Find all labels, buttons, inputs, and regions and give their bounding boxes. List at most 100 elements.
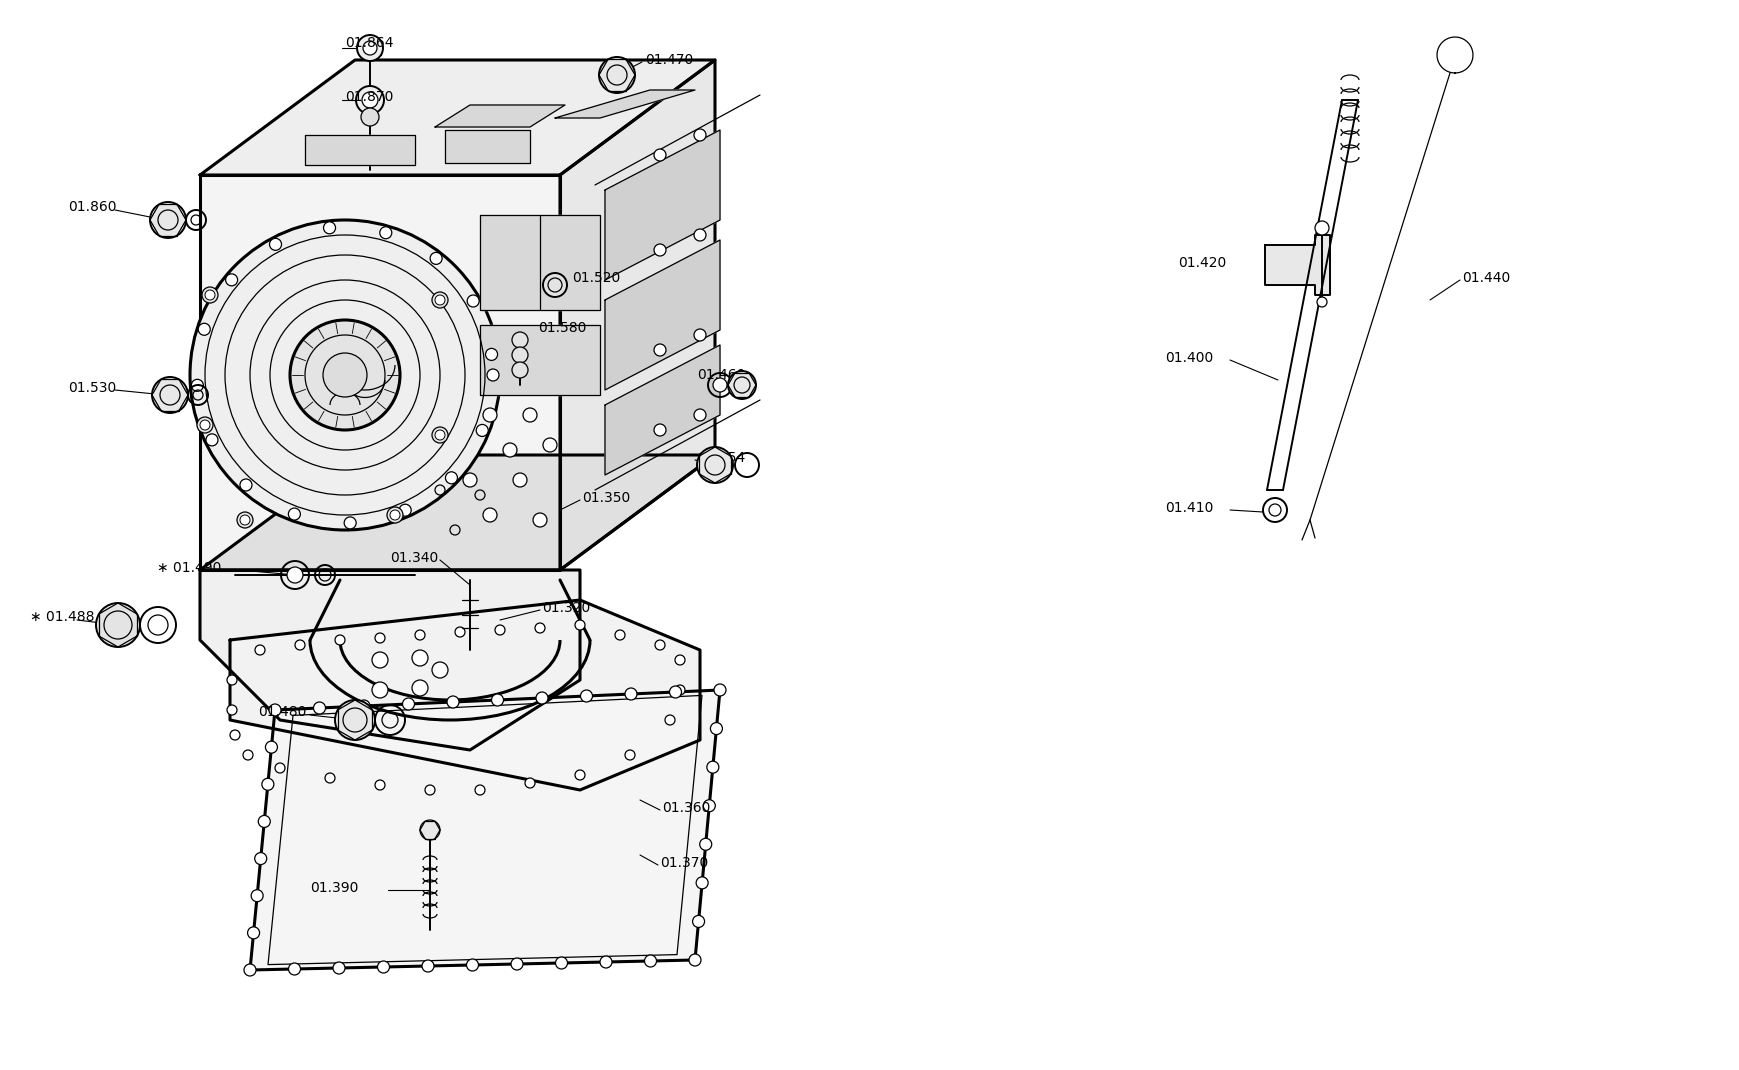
Circle shape (692, 916, 704, 928)
Polygon shape (480, 325, 600, 395)
Text: 01.420: 01.420 (1177, 256, 1226, 270)
Circle shape (419, 820, 440, 840)
Circle shape (386, 507, 403, 523)
Circle shape (296, 640, 304, 649)
Text: 01.470: 01.470 (645, 54, 692, 67)
Circle shape (614, 630, 624, 640)
Circle shape (532, 513, 546, 528)
Circle shape (689, 954, 701, 966)
Circle shape (205, 433, 217, 446)
Polygon shape (1264, 235, 1329, 295)
Circle shape (270, 704, 280, 716)
Circle shape (511, 958, 523, 970)
Circle shape (358, 700, 370, 712)
Circle shape (247, 927, 259, 938)
Circle shape (398, 504, 410, 516)
Text: 01.340: 01.340 (390, 551, 438, 565)
Circle shape (266, 742, 277, 753)
Polygon shape (605, 129, 720, 280)
Circle shape (466, 295, 478, 307)
Circle shape (376, 780, 384, 790)
Circle shape (377, 961, 390, 973)
Circle shape (706, 761, 718, 774)
Circle shape (447, 696, 459, 708)
Polygon shape (445, 129, 530, 163)
Circle shape (435, 295, 445, 305)
Circle shape (202, 287, 217, 303)
Polygon shape (230, 600, 699, 790)
Circle shape (313, 702, 325, 714)
Circle shape (237, 513, 252, 528)
Circle shape (511, 362, 527, 378)
Circle shape (485, 349, 497, 361)
Circle shape (226, 274, 238, 286)
Circle shape (654, 244, 666, 256)
Circle shape (664, 715, 675, 725)
Circle shape (475, 785, 485, 795)
Circle shape (362, 92, 377, 108)
Circle shape (703, 799, 715, 812)
Circle shape (191, 380, 203, 392)
Text: ∗ 01.490: ∗ 01.490 (157, 561, 221, 575)
Circle shape (197, 417, 212, 433)
Text: 01.554: 01.554 (697, 450, 744, 465)
Polygon shape (605, 240, 720, 389)
Polygon shape (560, 60, 715, 570)
Text: 01.390: 01.390 (310, 881, 358, 895)
Polygon shape (304, 135, 416, 165)
Circle shape (390, 510, 400, 520)
Polygon shape (250, 690, 720, 970)
Circle shape (694, 409, 706, 421)
Circle shape (534, 623, 544, 633)
Circle shape (598, 57, 635, 93)
Circle shape (574, 770, 584, 780)
Circle shape (624, 688, 636, 700)
Text: 01.360: 01.360 (661, 801, 710, 815)
Circle shape (230, 730, 240, 740)
Text: 01.520: 01.520 (572, 271, 619, 285)
Circle shape (476, 425, 489, 437)
Text: 01.350: 01.350 (581, 491, 630, 505)
Circle shape (150, 202, 186, 238)
Circle shape (487, 369, 499, 381)
Text: 01.410: 01.410 (1165, 501, 1212, 515)
Circle shape (696, 876, 708, 889)
Circle shape (727, 371, 755, 399)
Circle shape (376, 633, 384, 643)
Circle shape (694, 229, 706, 241)
Polygon shape (480, 215, 600, 310)
Text: ∗ 01.488: ∗ 01.488 (30, 610, 94, 624)
Circle shape (574, 620, 584, 630)
Circle shape (454, 627, 464, 637)
Circle shape (654, 343, 666, 356)
Circle shape (654, 149, 666, 160)
Circle shape (513, 473, 527, 487)
Circle shape (256, 645, 264, 655)
Circle shape (445, 472, 457, 484)
Circle shape (699, 838, 711, 851)
Circle shape (379, 227, 391, 239)
Circle shape (416, 630, 424, 640)
Circle shape (536, 692, 548, 704)
Polygon shape (200, 570, 579, 750)
Circle shape (1316, 297, 1327, 307)
Circle shape (1315, 221, 1329, 235)
Circle shape (250, 890, 263, 902)
Circle shape (290, 320, 400, 430)
Circle shape (710, 722, 722, 735)
Text: 01.580: 01.580 (537, 321, 586, 335)
Circle shape (200, 421, 210, 430)
Polygon shape (200, 175, 560, 570)
Circle shape (360, 108, 379, 126)
Circle shape (511, 332, 527, 348)
Text: 01.370: 01.370 (659, 856, 708, 870)
Circle shape (581, 690, 593, 702)
Circle shape (275, 763, 285, 773)
Circle shape (713, 378, 727, 392)
Circle shape (424, 785, 435, 795)
Circle shape (1268, 504, 1280, 516)
Text: 01.870: 01.870 (344, 90, 393, 104)
Circle shape (483, 508, 497, 522)
Circle shape (543, 438, 556, 452)
Circle shape (336, 700, 376, 740)
